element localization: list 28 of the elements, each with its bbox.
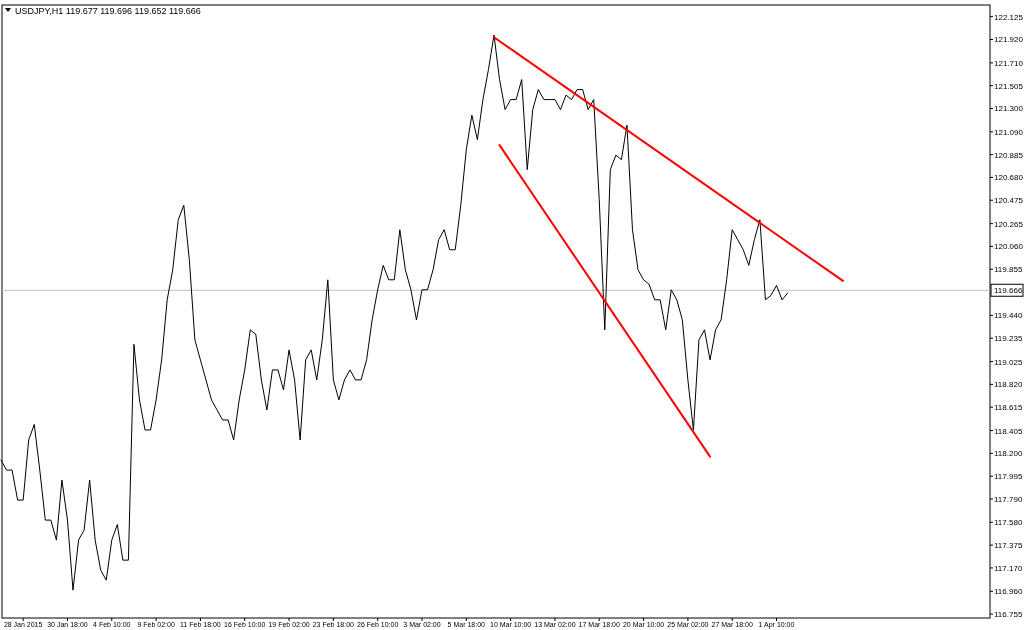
y-tick-label: 120.885: [994, 150, 1024, 160]
y-tick-label: 116.755: [994, 610, 1023, 620]
y-tick-label: 119.025: [994, 357, 1023, 367]
y-tick-label: 118.405: [994, 426, 1023, 436]
y-tick-label: 120.060: [994, 242, 1024, 252]
y-tick-label: 120.475: [994, 196, 1024, 206]
y-tick-label: 121.920: [994, 35, 1024, 45]
y-tick-label: 117.995: [994, 472, 1023, 482]
y-tick-label: 118.200: [994, 449, 1023, 459]
y-tick-label: 122.125: [994, 12, 1024, 22]
y-tick-label: 119.235: [994, 334, 1023, 344]
y-tick-label: 119.440: [994, 311, 1023, 321]
y-tick-label: 118.615: [994, 403, 1023, 413]
chart-title: USDJPY,H1 119.677 119.696 119.652 119.666: [15, 6, 201, 16]
y-tick-label: 120.265: [994, 219, 1024, 229]
ref-line-label: 119.666: [994, 286, 1023, 296]
y-tick-label: 121.505: [994, 81, 1024, 91]
y-tick-label: 121.710: [994, 58, 1024, 68]
y-tick-label: 121.090: [994, 127, 1024, 137]
y-tick-label: 121.300: [994, 104, 1024, 114]
y-tick-label: 117.580: [994, 518, 1023, 528]
y-tick-label: 117.375: [994, 541, 1023, 551]
y-tick-label: 118.820: [994, 380, 1023, 390]
y-tick-label: 119.855: [994, 265, 1023, 275]
y-tick-label: 117.170: [994, 563, 1023, 573]
y-tick-label: 116.960: [994, 587, 1023, 597]
y-tick-label: 117.790: [994, 494, 1023, 504]
y-tick-label: 120.680: [994, 173, 1024, 183]
